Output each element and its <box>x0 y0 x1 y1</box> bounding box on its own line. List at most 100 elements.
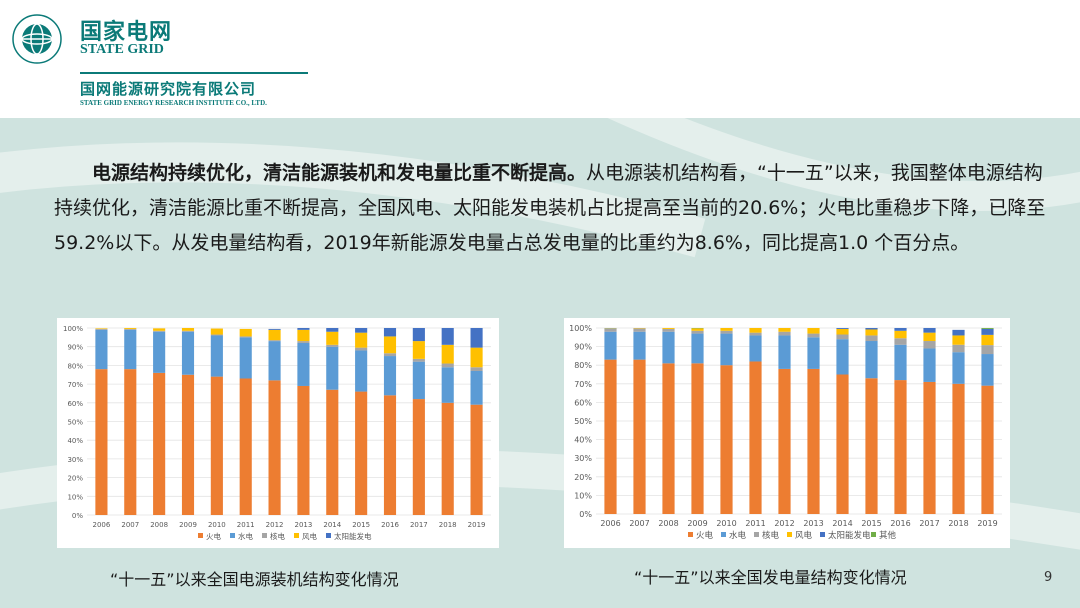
x-tick-label: 2016 <box>890 519 910 528</box>
bar-segment <box>153 328 166 331</box>
state-grid-logo <box>12 14 62 64</box>
y-tick-label: 20% <box>67 475 83 483</box>
page-number: 9 <box>1044 570 1053 585</box>
x-tick-label: 2006 <box>93 521 111 529</box>
y-tick-label: 100% <box>569 324 592 333</box>
bar-segment <box>412 328 425 342</box>
legend-swatch <box>326 533 331 538</box>
bar-segment <box>470 404 483 515</box>
bar-segment <box>383 395 397 515</box>
legend-swatch <box>198 533 203 538</box>
legend-label: 水电 <box>729 530 747 541</box>
bar-segment <box>662 328 675 329</box>
y-tick-label: 0% <box>72 512 83 520</box>
bar-segment <box>894 380 907 514</box>
summary-lead: 电源结构持续优化，清洁能源装机和发电量比重不断提高。 <box>92 162 587 184</box>
bar-segment <box>981 334 994 346</box>
bar-segment <box>807 337 820 369</box>
bar-segment <box>95 328 108 329</box>
bar-segment <box>210 334 223 336</box>
bar-segment <box>749 335 762 362</box>
bar-segment <box>691 330 704 334</box>
bar-segment <box>836 339 849 375</box>
bar-segment <box>923 332 936 342</box>
bar-segment <box>720 333 733 366</box>
bar-segment <box>412 399 425 515</box>
bar-segment <box>952 329 965 336</box>
legend-swatch <box>754 532 759 537</box>
bar-segment <box>836 328 849 329</box>
bar-segment <box>691 363 704 514</box>
y-tick-label: 90% <box>574 343 592 352</box>
bar-segment <box>778 368 791 514</box>
bar-segment <box>749 332 762 336</box>
bar-segment <box>952 344 965 353</box>
bar-segment <box>383 353 397 357</box>
bar-segment <box>355 332 368 348</box>
bar-segment <box>981 328 994 329</box>
bar-segment <box>470 328 483 348</box>
legend-label: 核电 <box>762 530 780 541</box>
bar-segment <box>894 330 907 339</box>
y-tick-label: 30% <box>574 454 592 463</box>
bar-segment <box>633 328 646 332</box>
y-tick-label: 70% <box>67 381 83 389</box>
capacity-chart-svg: 0% 10% 20% 30% 40% 50% 60% 70% 80% 90% 100% 2006 200… <box>63 325 491 541</box>
x-tick-label: 2018 <box>439 521 457 529</box>
x-tick-label: 2016 <box>381 521 399 529</box>
x-tick-label: 2017 <box>919 519 939 528</box>
brand-name-en: STATE GRID <box>80 42 164 57</box>
x-tick-label: 2018 <box>948 519 968 528</box>
y-tick-label: 60% <box>574 398 592 407</box>
bar-segment <box>923 341 936 349</box>
bar-segment <box>239 336 252 338</box>
y-tick-label: 30% <box>67 456 83 464</box>
bar-segment <box>923 348 936 382</box>
x-tick-label: 2014 <box>323 521 341 529</box>
legend-label: 其他 <box>879 530 897 541</box>
x-tick-label: 2007 <box>121 521 139 529</box>
bar-segment <box>181 331 195 375</box>
bar-segment <box>383 356 397 396</box>
generation-structure-chart: 0% 10% 20% 30% 40% 50% 60% 70% 80% 90% 100% 2006 200… <box>564 318 1010 548</box>
bar-segment <box>355 350 368 392</box>
x-tick-label: 2009 <box>687 519 707 528</box>
bar-segment <box>470 367 483 372</box>
bar-segment <box>836 374 849 514</box>
brand-name-cn: 国家电网 <box>80 20 173 45</box>
bar-segment <box>441 402 454 515</box>
bar-segment <box>894 344 907 381</box>
bar-segment <box>441 344 454 364</box>
bar-segment <box>470 371 483 405</box>
header: 国家电网 STATE GRID 国网能源研究院有限公司 STATE GRID E… <box>0 0 1080 118</box>
content-area: 电源结构持续优化，清洁能源装机和发电量比重不断提高。从电源装机结构看，“十一五”… <box>0 118 1080 608</box>
x-tick-label: 2015 <box>861 519 881 528</box>
bar-segment <box>210 328 223 335</box>
bar-segment <box>865 335 878 342</box>
bar-segment <box>662 363 675 514</box>
bar-segment <box>124 329 137 370</box>
bar-segment <box>355 328 368 333</box>
bar-segment <box>662 331 675 364</box>
bar-segment <box>865 329 878 336</box>
y-tick-label: 10% <box>574 491 592 500</box>
y-tick-label: 70% <box>574 380 592 389</box>
bar-segment <box>297 329 310 342</box>
bar-segment <box>952 352 965 384</box>
bar-segment <box>268 340 281 342</box>
bar-segment <box>865 341 878 379</box>
bar-segment <box>662 328 675 332</box>
bar-segment <box>981 385 994 514</box>
bar-segment <box>355 391 368 515</box>
x-tick-label: 2014 <box>832 519 852 528</box>
x-tick-label: 2006 <box>600 519 620 528</box>
bar-segment <box>441 367 454 403</box>
bar-segment <box>807 368 820 514</box>
x-tick-label: 2013 <box>803 519 823 528</box>
bar-segment <box>807 328 820 334</box>
bar-segment <box>181 330 195 332</box>
y-tick-label: 100% <box>63 325 83 333</box>
y-tick-label: 40% <box>574 436 592 445</box>
bar-segment <box>239 328 252 337</box>
bar-segment <box>268 328 281 330</box>
